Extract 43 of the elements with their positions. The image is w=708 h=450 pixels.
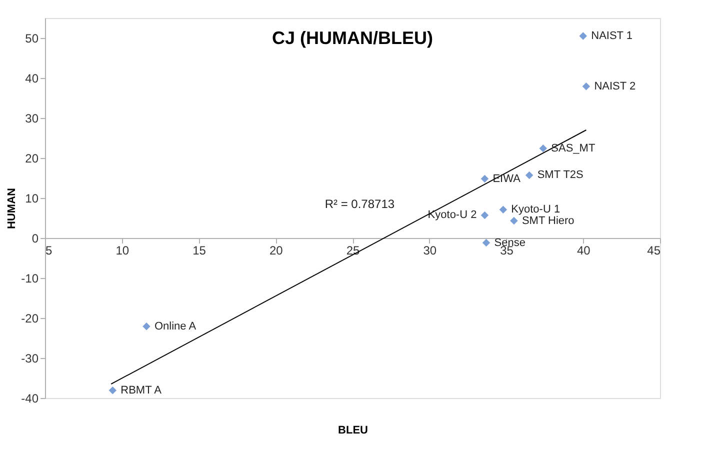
y-tick-label: -20 — [21, 312, 39, 326]
x-tick-label: 5 — [46, 244, 52, 258]
point — [482, 238, 490, 247]
point — [480, 174, 489, 183]
annotation: EIWA — [492, 172, 522, 185]
point — [582, 82, 590, 90]
annotation: R² = 0.78713 — [324, 197, 395, 212]
y-axis-title: HUMAN — [6, 188, 18, 229]
point — [510, 216, 518, 225]
y-tick-label: -40 — [21, 392, 39, 406]
x-tick-label: 10 — [116, 244, 130, 258]
x-tick-label: 25 — [346, 244, 360, 258]
annotation: SMT T2S — [537, 169, 584, 182]
point — [579, 32, 587, 40]
annotation: Kyoto-U 1 — [511, 204, 560, 216]
x-tick-label: 20 — [269, 244, 284, 258]
point — [480, 211, 489, 220]
point — [499, 206, 508, 214]
y-tick-label: -30 — [21, 352, 39, 366]
annotation: Online A — [154, 320, 197, 332]
x-tick-label: 45 — [647, 244, 661, 258]
y-tick-label: 30 — [25, 112, 39, 126]
point — [142, 322, 150, 330]
x-tick-label: 15 — [192, 244, 206, 258]
annotation: RBMT A — [120, 384, 162, 396]
y-tick-label: 20 — [25, 152, 39, 166]
annotation: Kyoto-U 2 — [428, 209, 477, 222]
y-tick-label: 0 — [32, 232, 39, 246]
y-tick-label: 10 — [25, 192, 39, 206]
x-tick-label: 40 — [576, 244, 591, 258]
annotation: SAS_MT — [551, 142, 596, 154]
point — [108, 386, 117, 394]
annotation: SMT Hiero — [522, 214, 574, 227]
point — [525, 171, 534, 180]
x-tick-label: 30 — [423, 244, 437, 258]
y-tick-label: 50 — [25, 32, 39, 46]
annotation: NAIST 2 — [594, 80, 636, 92]
annotation: NAIST 1 — [591, 30, 632, 42]
y-tick-label: 40 — [25, 72, 39, 86]
text: CJ (HUMAN/BLEU) — [272, 28, 433, 48]
x-axis-title: BLEU — [338, 424, 368, 436]
y-tick-label: -10 — [21, 272, 39, 286]
point — [539, 144, 548, 152]
